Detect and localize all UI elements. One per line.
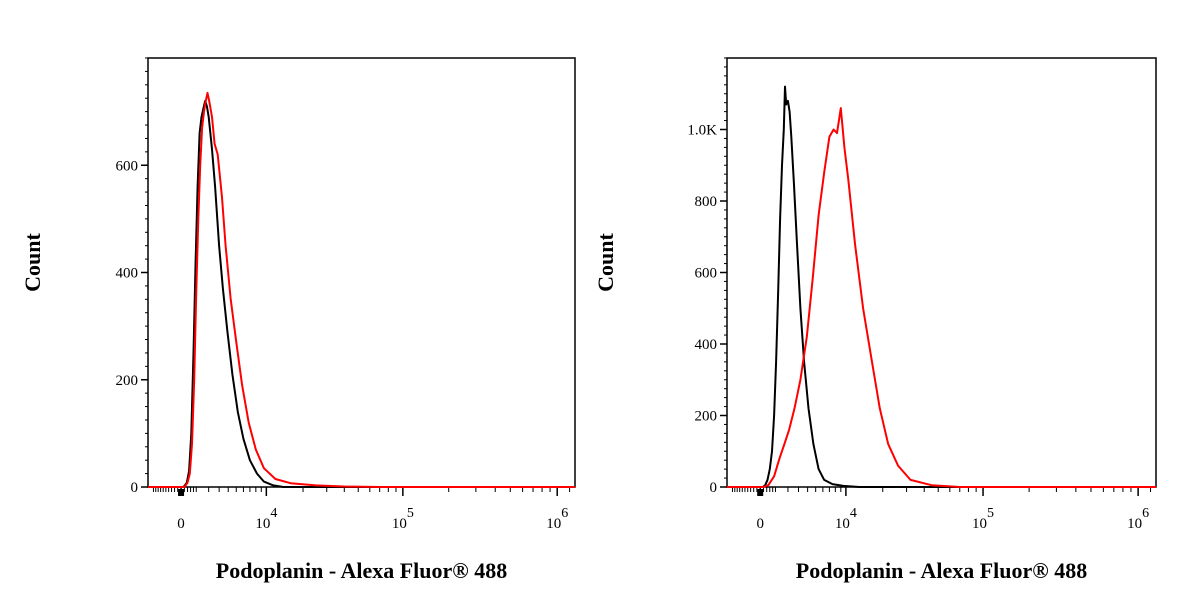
histogram-series-1	[727, 85, 1156, 488]
histogram-series-2	[727, 107, 1156, 488]
y-tick-label: 600	[116, 158, 139, 174]
histogram-series-2	[148, 91, 575, 488]
x-tick-label-exponent: 5	[987, 506, 994, 521]
x-tick-label-exponent: 6	[1142, 506, 1149, 521]
x-tick-label-base: 10	[972, 516, 987, 532]
x-tick-label-exponent: 4	[270, 506, 277, 521]
x-tick-label: 105	[972, 506, 994, 532]
x-tick-label-base: 10	[392, 516, 407, 532]
x-tick-label-exponent: 4	[850, 506, 857, 521]
y-tick-label: 400	[695, 337, 718, 353]
x-tick-label-base: 10	[835, 516, 850, 532]
y-tick-label: 200	[116, 373, 139, 389]
y-tick-label: 1.0K	[687, 123, 717, 139]
x-tick-label: 104	[255, 506, 277, 532]
x-tick-label-base: 0	[756, 516, 764, 532]
x-tick-label: 0	[756, 516, 764, 532]
y-axis-title: Count	[20, 232, 45, 291]
x-axis-title: Podoplanin - Alexa Fluor® 488	[216, 558, 507, 583]
y-tick-label: 400	[116, 266, 139, 282]
x-tick-label-base: 10	[546, 516, 561, 532]
x-tick-label-base: 0	[177, 516, 185, 532]
histogram-series-1	[148, 99, 575, 488]
x-axis-title: Podoplanin - Alexa Fluor® 488	[796, 558, 1087, 583]
x-tick-label-exponent: 5	[407, 506, 414, 521]
y-tick-label: 200	[695, 409, 718, 425]
y-axis-title: Count	[593, 232, 618, 291]
y-tick-label: 800	[695, 194, 718, 210]
x-tick-label: 106	[1127, 506, 1149, 532]
x-tick-label: 0	[177, 516, 185, 532]
y-tick-label: 0	[131, 480, 139, 496]
x-tick-label-base: 10	[255, 516, 270, 532]
x-tick-label: 105	[392, 506, 414, 532]
x-tick-label: 104	[835, 506, 857, 532]
x-tick-label-exponent: 6	[561, 506, 568, 521]
zero-marker	[178, 489, 185, 496]
x-tick-label: 106	[546, 506, 568, 532]
y-tick-label: 600	[695, 266, 718, 282]
y-tick-label: 0	[710, 480, 718, 496]
x-tick-label-base: 10	[1127, 516, 1142, 532]
zero-marker	[757, 489, 764, 496]
